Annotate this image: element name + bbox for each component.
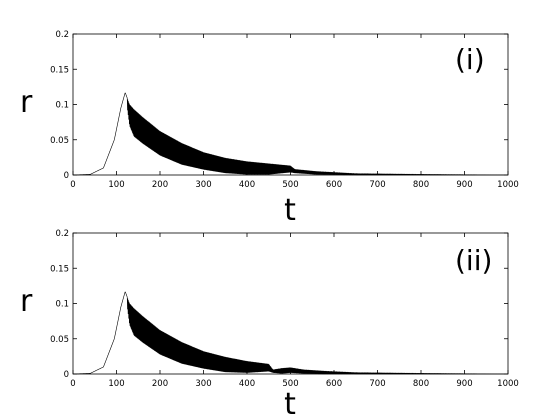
x-tick-label: 600	[326, 379, 342, 389]
x-tick-label: 600	[326, 180, 342, 190]
x-tick-label: 800	[413, 180, 429, 190]
panel-i: r t (i) 0 100 200 300 400 500 600 700 800 900 1000…	[20, 30, 519, 228]
y-tick-label: 0.05	[50, 136, 69, 146]
y-tick-label: 0.15	[50, 65, 69, 75]
panel-ii: r t (ii) 0 100 200 300 400 500 600 700 800 900 100…	[20, 229, 519, 420]
y-tick-label: 0	[64, 171, 69, 181]
y-tick-label: 0.1	[55, 300, 69, 310]
x-tick-label: 100	[108, 180, 124, 190]
x-tick-label: 200	[152, 180, 168, 190]
x-axis-title: t	[284, 193, 296, 228]
x-tick-label: 400	[239, 180, 255, 190]
panel-label: (ii)	[455, 244, 492, 277]
y-tick-label: 0.15	[50, 264, 69, 274]
x-tick-label: 800	[413, 379, 429, 389]
x-tick-label: 500	[282, 180, 298, 190]
x-tick-label: 900	[456, 379, 472, 389]
x-tick-label: 500	[282, 379, 298, 389]
y-tick-label: 0.1	[55, 101, 69, 111]
x-axis-title: t	[284, 387, 296, 420]
x-tick-label: 0	[70, 180, 75, 190]
y-tick-label: 0.2	[55, 30, 69, 40]
series-line	[72, 291, 508, 375]
y-axis-title: r	[20, 284, 33, 319]
x-tick-label: 1000	[497, 379, 519, 389]
x-tick-label: 900	[456, 180, 472, 190]
series-line	[72, 92, 508, 176]
y-axis-title: r	[20, 85, 33, 120]
x-tick-label: 300	[195, 180, 211, 190]
x-tick-label: 700	[369, 180, 385, 190]
x-tick-label: 700	[369, 379, 385, 389]
x-tick-label: 400	[239, 379, 255, 389]
x-tick-label: 300	[195, 379, 211, 389]
panel-label: (i)	[455, 43, 485, 76]
x-tick-label: 0	[70, 379, 75, 389]
y-tick-label: 0.05	[50, 335, 69, 345]
y-tick-label: 0	[64, 370, 69, 380]
x-tick-label: 1000	[497, 180, 519, 190]
y-tick-label: 0.2	[55, 229, 69, 239]
x-tick-label: 200	[152, 379, 168, 389]
x-tick-label: 100	[108, 379, 124, 389]
